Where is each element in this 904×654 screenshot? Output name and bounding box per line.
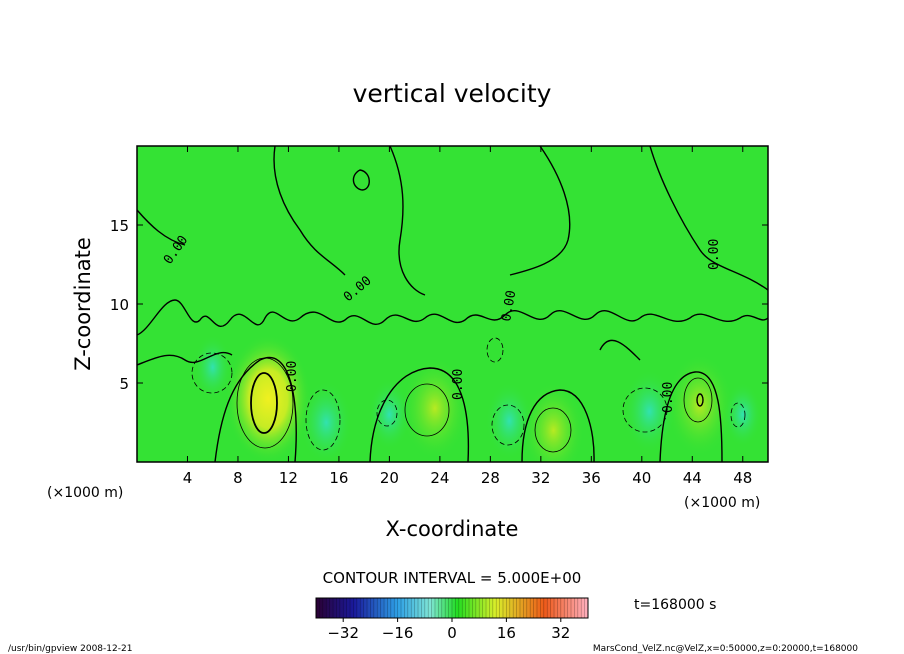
colorbar: −32 −16 0 16 32: [315, 597, 589, 642]
contour-positive: [250, 372, 278, 434]
footer-left: /usr/bin/gpview 2008-12-21: [8, 644, 132, 654]
contour-label: 0.00: [661, 382, 676, 413]
contour-zero-line: [649, 146, 768, 291]
colorbar-tick-label: −32: [327, 624, 359, 642]
x-axis-label: X-coordinate: [386, 517, 519, 541]
colorbar-segments: [319, 598, 585, 618]
x-tick-label: 8: [233, 469, 243, 487]
plot-area: 0.00 0.00 0.00 0.00 0.00 0.00 0.00 4 8 12 1…: [110, 145, 769, 487]
contour-zero-line: [273, 146, 346, 276]
contour-negative: [305, 389, 341, 451]
contour-zero-line: [509, 146, 571, 276]
contour-zero-line: [521, 389, 595, 462]
velocity-cell: [368, 379, 411, 451]
y-ticks: 5 10 15: [110, 217, 768, 393]
footer-right: MarsCond_VelZ.nc@VelZ,x=0:50000,z=0:2000…: [593, 644, 858, 654]
zero-contour-labels: 0.00 0.00 0.00 0.00 0.00 0.00 0.00: [161, 233, 722, 413]
contour-negative: [376, 399, 398, 427]
contour-positive: [683, 377, 713, 423]
x-unit-left: (×1000 m): [47, 485, 123, 501]
contour-label: 0.00: [707, 239, 722, 270]
colorbar-ticks: −32 −16 0 16 32: [327, 618, 570, 642]
contour-zero-line: [137, 209, 186, 246]
contour-lines: [137, 146, 768, 462]
y-axis-label: Z-coordinate: [71, 237, 95, 371]
colorbar-tick-label: 0: [447, 624, 457, 642]
x-ticks: 4 8 12 16 20 24 28 32 36 40 44 48: [183, 146, 752, 487]
contour-negative: [622, 387, 668, 433]
y-tick-label: 15: [110, 217, 129, 235]
contour-negative: [191, 352, 233, 394]
y-tick-label: 10: [110, 296, 129, 314]
contour-zero-line: [389, 146, 426, 296]
time-label: t=168000 s: [634, 597, 716, 613]
contour-positive: [534, 407, 572, 453]
x-tick-label: 44: [683, 469, 702, 487]
contour-negative: [730, 402, 746, 428]
x-unit-right: (×1000 m): [684, 495, 760, 511]
velocity-cell: [666, 353, 734, 457]
contour-positive: [696, 393, 704, 407]
colorbar-tick-label: 16: [497, 624, 516, 642]
chart-title: vertical velocity: [353, 79, 552, 108]
contour-zero-line: [369, 367, 470, 462]
x-tick-label: 20: [380, 469, 399, 487]
contour-zero-line: [137, 352, 233, 366]
x-tick-label: 24: [430, 469, 449, 487]
x-tick-label: 4: [183, 469, 193, 487]
x-tick-label: 36: [582, 469, 601, 487]
contour-zero-line: [137, 299, 768, 336]
velocity-cell: [485, 382, 533, 460]
contour-zero-line: [599, 339, 641, 361]
contour-label: 0.00: [285, 361, 300, 392]
y-tick-label: 5: [119, 375, 129, 393]
contour-interval: CONTOUR INTERVAL = 5.000E+00: [323, 569, 582, 587]
x-tick-label: 40: [632, 469, 651, 487]
colorbar-tick-label: −16: [382, 624, 414, 642]
contour-negative: [486, 337, 504, 363]
velocity-cell: [225, 334, 312, 462]
x-tick-label: 16: [329, 469, 348, 487]
x-tick-label: 32: [531, 469, 550, 487]
contour-label: 0.00: [499, 289, 519, 322]
colorbar-tick-label: 32: [551, 624, 570, 642]
x-tick-label: 48: [733, 469, 752, 487]
contour-zero-line: [352, 169, 370, 191]
x-tick-label: 28: [481, 469, 500, 487]
contour-positive: [236, 357, 294, 449]
contour-positive: [404, 383, 450, 437]
x-tick-label: 12: [279, 469, 298, 487]
contour-negative: [491, 404, 525, 446]
contour-label: 0.00: [451, 369, 466, 400]
contour-zero-line: [214, 357, 297, 462]
velocity-cell: [193, 334, 232, 400]
velocity-cell: [723, 382, 762, 447]
velocity-cell: [300, 380, 353, 462]
velocity-field: [193, 334, 762, 462]
